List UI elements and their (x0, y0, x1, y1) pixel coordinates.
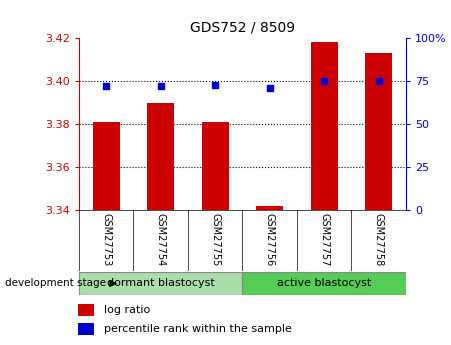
Text: GSM27758: GSM27758 (373, 214, 384, 267)
Point (266, 85, 273, 91)
Text: active blastocyst: active blastocyst (277, 278, 371, 288)
Title: GDS752 / 8509: GDS752 / 8509 (190, 20, 295, 34)
Point (375, 78, 382, 84)
Text: GSM27756: GSM27756 (265, 214, 275, 267)
Text: percentile rank within the sample: percentile rank within the sample (104, 324, 292, 334)
Bar (78, 304, 94, 316)
Bar (79, 272, 242, 295)
Text: dormant blastocyst: dormant blastocyst (107, 278, 215, 288)
Point (157, 83, 164, 89)
Text: GSM27754: GSM27754 (156, 214, 166, 267)
Point (321, 78, 328, 84)
Point (212, 82, 219, 87)
Bar (78, 323, 94, 335)
Bar (202, 122, 229, 210)
Text: GSM27755: GSM27755 (210, 214, 220, 267)
Bar (147, 102, 174, 210)
Text: GSM27757: GSM27757 (319, 214, 329, 267)
Bar (256, 206, 283, 210)
Bar (311, 42, 338, 210)
Bar (365, 53, 392, 210)
Point (102, 83, 110, 89)
Text: GSM27753: GSM27753 (101, 214, 111, 267)
Bar (92, 122, 120, 210)
Text: log ratio: log ratio (104, 305, 150, 315)
Bar (243, 272, 406, 295)
Text: development stage ▶: development stage ▶ (5, 278, 117, 288)
